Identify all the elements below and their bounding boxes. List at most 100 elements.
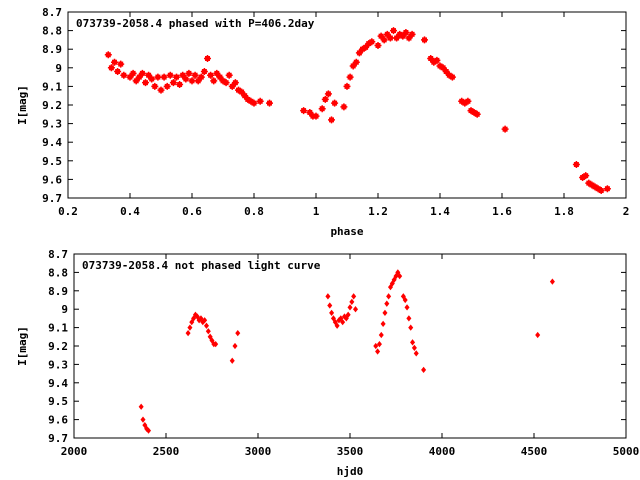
data-point-cross xyxy=(312,112,320,120)
data-point-cross xyxy=(241,92,249,100)
data-point xyxy=(347,304,353,311)
data-point-cross xyxy=(231,79,239,87)
data-point-cross xyxy=(126,73,134,81)
y-tick-label: 9.5 xyxy=(48,395,68,408)
data-point xyxy=(387,283,393,291)
y-tick-label: 8.9 xyxy=(42,43,62,56)
data-point-cross xyxy=(114,68,122,76)
unphased-light-curve-panel: 2000 2500 3000 3500 4000 4500 5000 8.7 8.8 8.9 9 9.… xyxy=(16,248,639,478)
x-tick-label: 4500 xyxy=(521,445,548,458)
data-point xyxy=(229,357,235,364)
data-point-cross xyxy=(210,77,218,85)
data-point-cross xyxy=(368,38,376,46)
data-point-cross xyxy=(433,56,441,64)
data-point xyxy=(340,318,346,326)
y-tick-label: 9.1 xyxy=(42,80,62,93)
data-point-cross xyxy=(157,86,165,94)
data-point xyxy=(202,317,208,324)
data-point-cross xyxy=(306,108,314,116)
data-point-cross xyxy=(148,75,156,83)
data-point-cross xyxy=(160,73,168,81)
data-point-cross xyxy=(169,79,177,87)
data-point xyxy=(404,304,410,311)
y-tick-label: 9 xyxy=(55,62,62,75)
data-point xyxy=(142,421,148,429)
plot-frame xyxy=(73,253,627,439)
chart-title: 073739-2058.4 phased with P=406.2day xyxy=(76,17,315,30)
data-point xyxy=(380,320,386,328)
data-point-cross xyxy=(135,73,143,81)
y-tick-label: 8.8 xyxy=(42,25,62,38)
data-point xyxy=(384,300,390,307)
y-tick-label: 8.8 xyxy=(48,266,68,279)
x-tick-label: 2000 xyxy=(61,445,88,458)
data-point xyxy=(375,348,381,355)
y-tick-label: 9.3 xyxy=(48,358,68,371)
y-tick-label: 9.2 xyxy=(48,340,68,353)
x-tick-label: 1.8 xyxy=(554,205,574,218)
x-axis-label: hjd0 xyxy=(337,465,364,478)
y-tick-label: 8.7 xyxy=(42,6,62,19)
x-tick-label: 2500 xyxy=(153,445,180,458)
data-point-cross xyxy=(393,34,401,42)
data-point-cross xyxy=(111,58,118,66)
data-point xyxy=(332,318,338,326)
data-point-cross xyxy=(380,36,388,44)
data-point xyxy=(185,329,191,337)
x-tick-label: 5000 xyxy=(613,445,640,458)
data-point-cross xyxy=(163,82,171,90)
data-point-cross xyxy=(442,68,450,76)
y-tick-label: 9 xyxy=(61,303,68,316)
data-point xyxy=(382,309,388,317)
data-point-cross xyxy=(355,49,363,57)
data-point xyxy=(191,315,197,322)
x-axis-label: phase xyxy=(330,225,363,238)
x-tick-label: 1.2 xyxy=(368,205,388,218)
data-point-cross xyxy=(266,99,273,107)
data-point-cross xyxy=(405,34,413,42)
x-tick-label: 1.6 xyxy=(492,205,512,218)
data-point-cross xyxy=(399,32,407,40)
data-point-cross xyxy=(222,79,230,87)
data-point xyxy=(203,322,209,329)
data-point-cross xyxy=(256,97,264,105)
data-point xyxy=(353,306,359,313)
data-point xyxy=(378,331,384,339)
y-tick-label: 8.9 xyxy=(48,285,68,298)
data-point-cross xyxy=(182,75,190,83)
data-point xyxy=(400,293,406,300)
data-point-cross xyxy=(374,41,382,49)
data-point xyxy=(207,333,213,340)
data-point xyxy=(334,322,340,329)
data-point-cross xyxy=(204,55,211,62)
data-point xyxy=(198,315,204,322)
data-point-cross xyxy=(408,30,416,38)
data-point-cross xyxy=(321,95,329,103)
data-point xyxy=(549,278,555,285)
data-point-cross xyxy=(390,27,397,35)
data-point xyxy=(205,328,211,335)
data-point xyxy=(535,331,541,339)
data-point-cross xyxy=(173,73,180,81)
data-point xyxy=(411,344,417,351)
data-point-cross xyxy=(603,185,611,193)
data-point-cross xyxy=(427,55,435,62)
data-point xyxy=(402,296,408,304)
y-tick-label: 9.4 xyxy=(48,377,68,390)
data-point-cross xyxy=(300,107,308,115)
data-point-cross xyxy=(250,99,258,107)
data-point-cross xyxy=(142,79,149,87)
phased-light-curve-panel: 0.2 0.4 0.6 0.8 1 1.2 1.4 1.6 1.8 2 8.7 8.8 8.9 9 9.1 9… xyxy=(16,6,629,238)
data-point-cross xyxy=(328,116,335,124)
y-tick-label: 9.7 xyxy=(48,432,68,445)
data-point-cross xyxy=(331,99,339,107)
y-tick-label: 9.1 xyxy=(48,322,68,335)
data-point xyxy=(406,315,412,322)
data-point xyxy=(349,298,355,305)
data-point-cross xyxy=(185,69,193,77)
data-point xyxy=(138,403,144,410)
data-point-cross xyxy=(200,68,208,76)
data-point xyxy=(194,313,200,320)
data-point-cross xyxy=(191,71,199,79)
